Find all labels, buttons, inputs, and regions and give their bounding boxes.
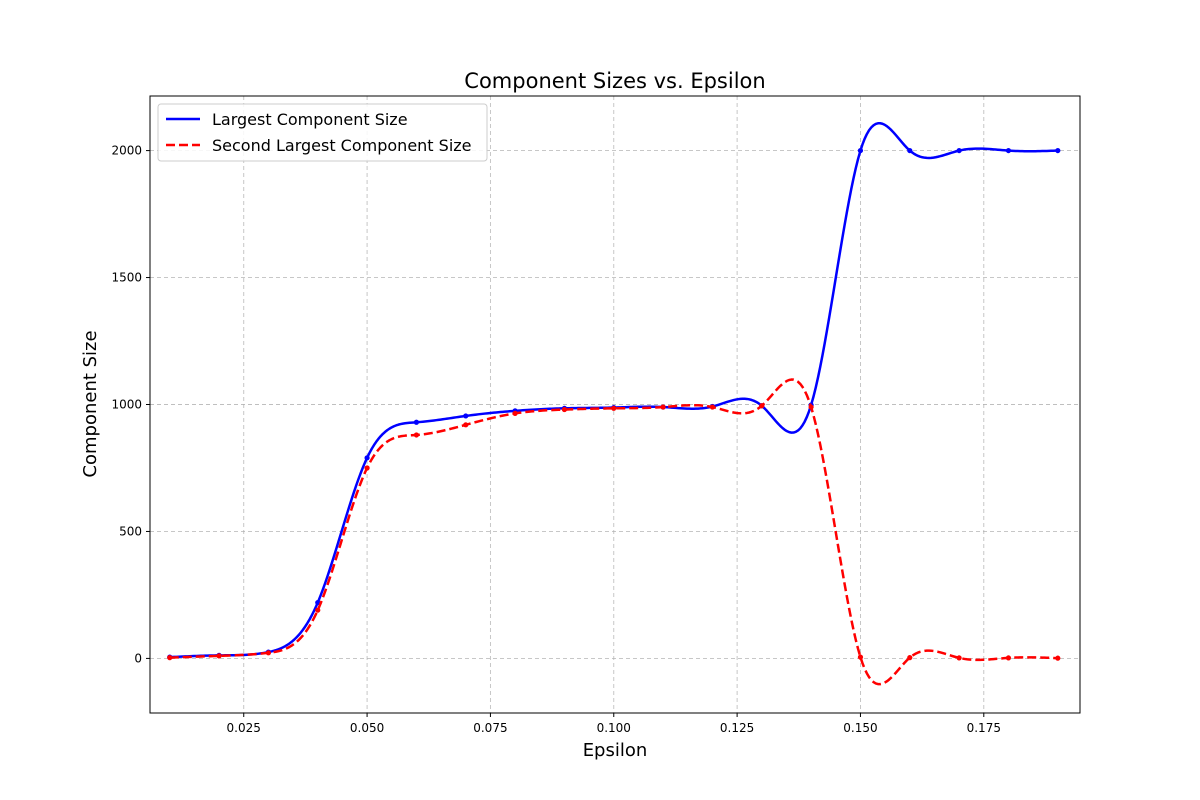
y-tick-label: 1500 [111,271,142,285]
data-point-second-largest [1055,655,1061,661]
data-point-largest [413,419,420,425]
chart-title: Component Sizes vs. Epsilon [464,69,765,93]
data-point-second-largest [167,655,173,661]
x-tick-label: 0.125 [720,721,754,735]
data-point-largest [907,147,913,154]
data-point-second-largest [611,405,617,411]
data-point-largest [315,599,321,606]
y-axis-label: Component Size [80,330,101,477]
y-tick-label: 0 [134,651,142,665]
y-tick-label: 2000 [111,144,142,158]
grid [150,96,1080,713]
data-point-second-largest [907,655,913,661]
data-point-largest [956,147,962,154]
x-tick-label: 0.100 [597,721,631,735]
data-point-second-largest [660,404,666,410]
x-tick-label: 0.150 [843,721,877,735]
data-point-second-largest [463,422,469,428]
x-axis-label: Epsilon [583,740,648,761]
data-point-second-largest [709,404,716,410]
data-point-second-largest [956,655,962,661]
x-axis: 0.025 0.050 0.075 0.100 0.125 0.150 0.175 [227,713,1001,735]
series-layer [167,121,1061,686]
data-point-second-largest [413,432,420,438]
data-point-second-largest [1005,655,1012,661]
x-tick-label: 0.075 [473,721,507,735]
data-point-second-largest [808,404,814,410]
legend-box [157,103,488,162]
data-point-second-largest [265,650,272,656]
y-tick-label: 1000 [111,398,142,412]
data-point-largest [857,147,864,154]
data-point-largest [1005,147,1012,154]
data-point-largest [1055,147,1061,154]
x-tick-label: 0.025 [227,721,261,735]
x-tick-label: 0.050 [350,721,384,735]
data-point-second-largest [364,465,370,471]
data-point-second-largest [315,607,321,613]
data-point-largest [364,455,370,461]
data-point-second-largest [857,654,864,660]
legend-label-second-largest: Second Largest Component Size [212,136,472,155]
y-tick-label: 500 [119,524,142,538]
y-axis: 0 500 1000 1500 2000 [111,144,150,665]
legend: Largest Component Size Second Largest Co… [157,103,488,162]
data-point-second-largest [216,653,222,659]
data-point-second-largest [561,406,568,413]
data-point-second-largest [759,403,765,409]
legend-label-largest: Largest Component Size [212,110,408,129]
data-point-largest [463,413,469,419]
x-tick-label: 0.175 [967,721,1001,735]
data-point-second-largest [512,410,518,416]
